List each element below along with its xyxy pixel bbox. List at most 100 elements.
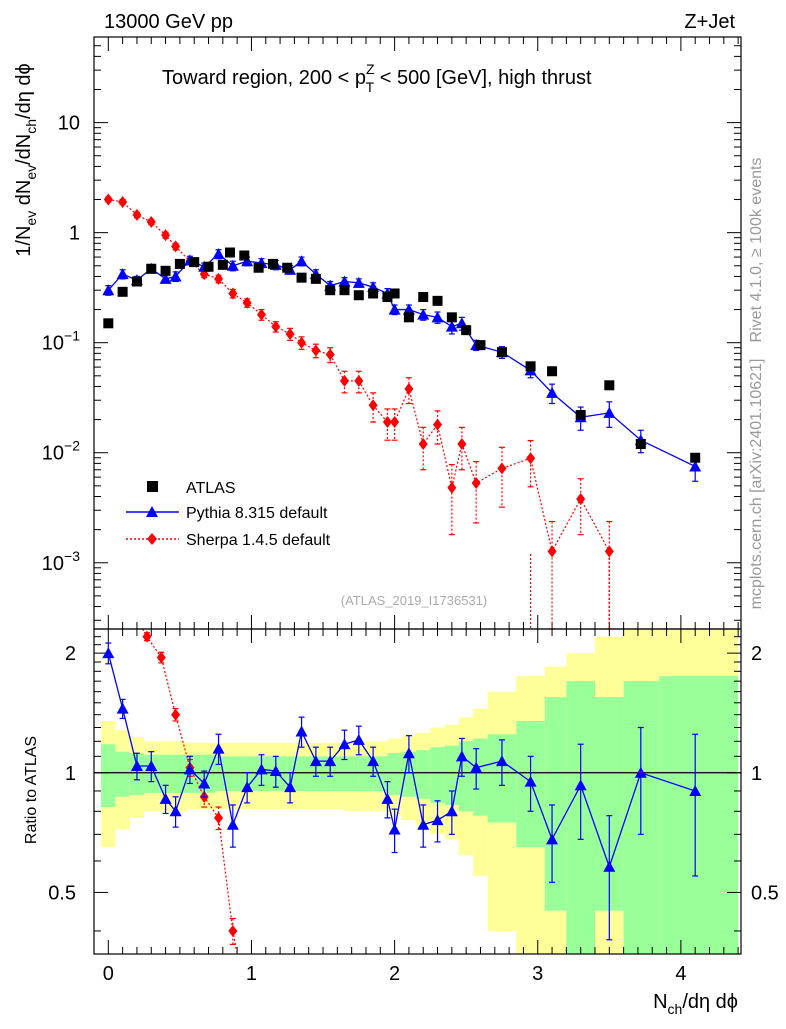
ratio-pythia-point: [546, 833, 559, 845]
y-tick-label-ratio-right: 1: [751, 763, 762, 785]
sherpa-point: [576, 492, 586, 505]
sherpa-point: [497, 462, 507, 475]
rivet-label: Rivet 4.1.0, ≥ 100k events: [748, 158, 765, 343]
atlas-point: [253, 262, 264, 273]
ratio-pythia-point: [381, 792, 394, 804]
title-sub: T: [366, 79, 375, 95]
ratio-pythia-point: [445, 805, 458, 817]
y-axis-label-ratio: Ratio to ATLAS: [23, 736, 40, 844]
analysis-label: (ATLAS_2019_I1736531): [341, 593, 487, 608]
ratio-pythia-point: [284, 781, 297, 793]
ratio-pythia-point: [417, 818, 430, 830]
ratio-pythia-point: [169, 805, 182, 817]
pythia-point: [159, 272, 172, 284]
sherpa-point: [325, 348, 335, 361]
x-tick-label: 0: [103, 963, 114, 985]
ratio-plot-frame: [93, 628, 742, 955]
y-tick-label-ratio: 0.5: [48, 882, 76, 904]
ratio-sherpa-point: [142, 630, 152, 643]
atlas-point: [575, 410, 586, 421]
band-inner-bin: [544, 697, 567, 911]
sherpa-point: [354, 374, 364, 387]
pythia-point: [402, 303, 415, 315]
sherpa-point: [382, 416, 392, 429]
pythia-point: [241, 255, 254, 267]
legend-pythia-marker: [146, 506, 158, 517]
pythia-point: [338, 275, 351, 287]
band-inner-bin: [659, 676, 739, 954]
legend-sherpa-marker: [147, 533, 157, 545]
atlas-point: [117, 286, 128, 297]
y-tick-label-main: 10−2: [42, 438, 80, 465]
band-inner-bin: [416, 750, 431, 799]
y-tick-label-ratio: 1: [65, 763, 76, 785]
x-tick-label: 3: [532, 963, 543, 985]
ratio-pythia-point: [388, 823, 401, 835]
y-axis-label-main: 1/Nev dNev/dNch/dη dϕ: [13, 63, 39, 256]
pythia-point: [689, 460, 702, 472]
ratio-uncertainty-bands: [101, 629, 739, 954]
pythia-point: [169, 270, 182, 282]
sherpa-point: [311, 344, 321, 357]
legend-sherpa-label: Sherpa 1.4.5 default: [186, 532, 331, 549]
ratio-pythia-point: [689, 784, 702, 796]
band-inner-bin: [172, 754, 188, 793]
pythia-point: [388, 303, 401, 315]
pythia-point: [445, 320, 458, 332]
sherpa-point: [103, 193, 113, 206]
ratio-pythia-point: [102, 647, 115, 659]
pythia-point: [352, 276, 365, 288]
ratio-sherpa-point: [228, 924, 238, 937]
x-tick-label: 4: [675, 963, 686, 985]
band-inner-bin: [387, 753, 402, 795]
ratio-pythia-point: [603, 860, 616, 872]
sherpa-point: [132, 208, 142, 221]
data-series: [102, 193, 702, 955]
sherpa-point: [604, 545, 614, 558]
atlas-point: [432, 295, 443, 306]
atlas-point: [131, 276, 142, 287]
ratio-pythia-point: [255, 763, 268, 775]
pythia-point: [212, 247, 225, 259]
ratio-pythia-point: [241, 781, 254, 793]
ratio-pythia-point: [295, 725, 308, 737]
pythia-point: [546, 386, 559, 398]
ratio-pythia-point: [495, 755, 508, 767]
atlas-point: [160, 265, 171, 276]
atlas-point: [296, 272, 307, 283]
ratio-pythia-point: [470, 761, 483, 773]
sherpa-point: [526, 452, 536, 465]
ratio-pythia-point: [367, 755, 380, 767]
band-inner-bin: [229, 756, 245, 791]
atlas-point: [403, 312, 414, 323]
sherpa-point: [271, 320, 281, 333]
ratio-pythia-point: [130, 760, 143, 772]
band-inner-bin: [115, 751, 130, 797]
pythia-line: [107, 253, 696, 468]
sherpa-point: [447, 481, 457, 494]
sherpa-point: [256, 308, 266, 321]
x-axis-label: Nch/dη dϕ: [653, 991, 738, 1017]
sherpa-point: [242, 296, 252, 309]
ratio-pythia-point: [431, 814, 444, 826]
sherpa-point: [161, 229, 171, 242]
ratio-sherpa-line: [142, 628, 238, 955]
pythia-point: [102, 284, 115, 296]
pythia-point: [603, 406, 616, 418]
sherpa-point: [285, 327, 295, 340]
sherpa-point: [457, 438, 467, 451]
sherpa-point: [146, 215, 156, 228]
atlas-point: [267, 258, 278, 269]
sherpa-point: [171, 240, 181, 253]
ratio-pythia-point: [145, 760, 158, 772]
x-tick-label: 2: [389, 963, 400, 985]
band-inner-bin: [623, 681, 660, 954]
ratio-pythia-point: [212, 742, 225, 754]
ratio-pythia-point: [269, 765, 282, 777]
sherpa-point: [418, 438, 428, 451]
band-inner-bin: [244, 756, 259, 791]
band-inner-bin: [158, 754, 173, 793]
y-tick-label-ratio: 2: [65, 643, 76, 665]
title-sup: Z: [366, 61, 375, 77]
ratio-pythia-point: [198, 777, 211, 789]
